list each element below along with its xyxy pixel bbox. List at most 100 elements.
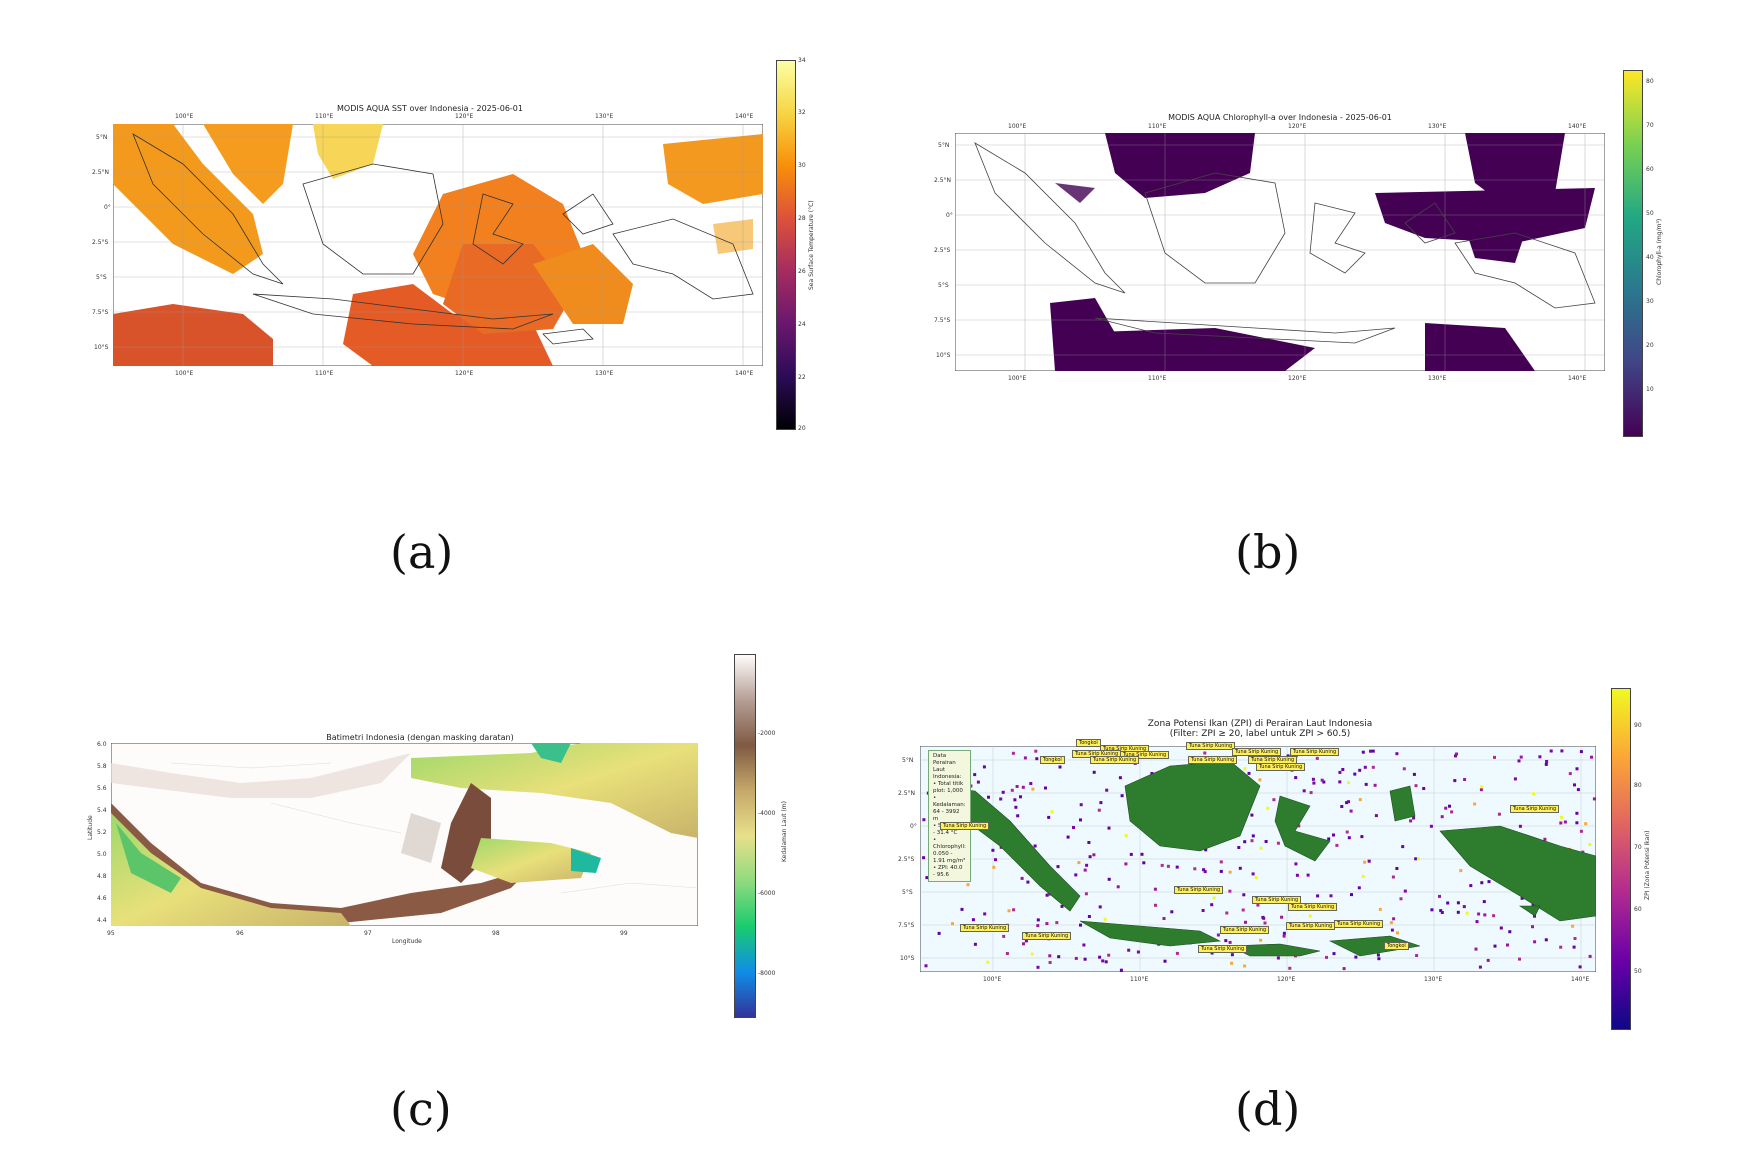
d-cb-4: 60 [1634, 906, 1642, 913]
zpi-point [1492, 914, 1496, 918]
zpi-point [1216, 933, 1220, 937]
zpi-point [1127, 948, 1131, 952]
c-x-2: 96 [236, 930, 244, 937]
zpi-point [1019, 795, 1022, 799]
fish-label: Tuna Sirip Kuning [960, 924, 1010, 932]
c-y-2: 5.8 [97, 763, 107, 770]
zpi-point [1294, 862, 1298, 866]
label-b: (b) [1235, 525, 1301, 579]
c-x-3: 97 [364, 930, 372, 937]
d-lon-3: 120°E [1277, 976, 1296, 983]
zpi-point [1499, 926, 1503, 930]
zpi-point [1124, 834, 1128, 837]
d-lon-5: 140°E [1571, 976, 1590, 983]
fish-label: Tuna Sirip Kuning [1120, 751, 1170, 759]
zpi-point [1482, 900, 1486, 904]
zpi-point [924, 964, 928, 968]
zpi-point [1118, 776, 1122, 780]
zpi-point [1568, 772, 1572, 776]
zpi-point [1422, 787, 1426, 790]
a-cb-2: 32 [798, 109, 806, 116]
zpi-point [1533, 914, 1536, 918]
zpi-point [1243, 767, 1247, 771]
zpi-point [1573, 783, 1576, 787]
a-lon-bot-3: 120°E [455, 370, 474, 377]
a-lon-top-1: 100°E [175, 113, 194, 120]
zpi-point [1228, 870, 1232, 874]
a-lon-top-3: 120°E [455, 113, 474, 120]
zpi-point [1338, 770, 1342, 774]
zpi-point [1247, 771, 1251, 775]
zpi-point [976, 780, 980, 784]
zpi-point [1469, 884, 1473, 888]
zpi-point [1297, 824, 1301, 828]
zpi-point [1342, 967, 1346, 971]
zpi-point [1224, 939, 1228, 943]
zpi-point [1456, 901, 1460, 905]
zpi-point [1087, 841, 1091, 844]
a-lon-top-5: 140°E [735, 113, 754, 120]
a-cb-1: 34 [798, 57, 806, 64]
c-y-3: 5.6 [97, 785, 107, 792]
panel-d-title-1: Zona Potensi Ikan (ZPI) di Perairan Laut… [1147, 719, 1373, 729]
zpi-point [1282, 931, 1286, 935]
zpi-point [1074, 956, 1078, 960]
zpi-point [1316, 894, 1320, 898]
zpi-point [1575, 767, 1579, 771]
c-cb-4: -8000 [758, 970, 776, 977]
b-lon-top-2: 110°E [1148, 123, 1167, 130]
zpi-point [1340, 805, 1344, 808]
zpi-point [1120, 794, 1124, 798]
zpi-point [1429, 824, 1433, 828]
zpi-point [1455, 752, 1458, 756]
zpi-point [1163, 959, 1167, 963]
panel-b-title: MODIS AQUA Chlorophyll-a over Indonesia … [1168, 113, 1392, 122]
zpi-point [1175, 865, 1179, 869]
zpi-point [1251, 872, 1255, 876]
zpi-point [1513, 777, 1517, 781]
zpi-point [1048, 961, 1052, 964]
d-lat-6: 7.5°S [898, 922, 915, 929]
zpi-point [1454, 754, 1457, 758]
zpi-point [1531, 925, 1534, 929]
zpi-point [1242, 893, 1246, 897]
zpi-point [1520, 896, 1524, 900]
zpi-point [1244, 920, 1247, 924]
zpi-point [1576, 788, 1580, 792]
zpi-point [1506, 943, 1509, 947]
zpi-point [1345, 830, 1349, 834]
zpi-point [1518, 957, 1521, 961]
zpi-point [1584, 822, 1588, 826]
d-cb-5: 50 [1634, 968, 1642, 975]
d-lon-2: 110°E [1130, 976, 1149, 983]
zpi-point [1480, 881, 1484, 885]
zpi-point [1084, 892, 1088, 896]
a-lat-4: 2.5°S [92, 239, 109, 246]
b-cb-7: 20 [1646, 342, 1654, 349]
zpi-point [1107, 826, 1111, 830]
zpi-point [1262, 916, 1266, 920]
zpi-point [1056, 865, 1060, 869]
zpi-point [1083, 868, 1087, 872]
c-y-4: 5.4 [97, 807, 107, 814]
zpi-point [1045, 893, 1049, 897]
fish-label: Tuna Sirip Kuning [940, 822, 990, 830]
zpi-point [1390, 928, 1394, 932]
zpi-point [1575, 821, 1579, 825]
d-lon-1: 100°E [983, 976, 1002, 983]
zpi-point [1193, 867, 1197, 871]
zpi-point [1358, 798, 1362, 802]
zpi-point [1074, 873, 1078, 877]
zpi-point [1010, 788, 1014, 792]
b-cb-label: Chlorophyll-a (mg/m³) [1656, 218, 1663, 285]
zpi-point [1462, 905, 1466, 909]
zpi-point [992, 865, 996, 869]
fish-label: Tuna Sirip Kuning [1022, 932, 1072, 940]
zpi-point [1256, 903, 1260, 907]
zpi-point [1212, 896, 1216, 900]
zpi-point [1376, 953, 1380, 957]
zpi-point [1124, 862, 1128, 866]
b-cb-1: 80 [1646, 78, 1654, 85]
zpi-point [1097, 808, 1101, 812]
zpi-point [1007, 909, 1011, 913]
